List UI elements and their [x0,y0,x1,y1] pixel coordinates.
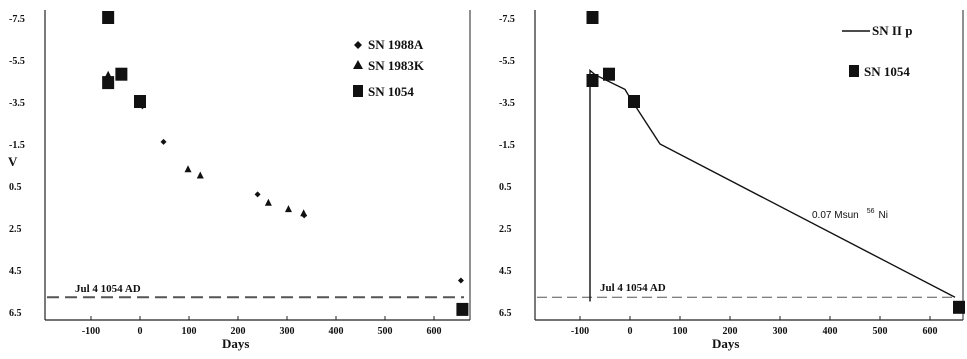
sn1988a-point [160,138,167,145]
sn1054-point [456,302,469,316]
x-tick-label: 600 [923,326,938,337]
legend-diamond-marker [354,41,362,49]
sn1054-point [603,67,615,81]
sn1054-point [134,95,146,108]
y-tick-label: -1.5 [9,140,25,151]
sn1054-point [115,67,128,81]
y-tick-label: -7.5 [499,14,515,25]
legend-square-marker [353,85,363,97]
x-tick-label: 400 [823,326,838,337]
y-tick-label: -5.5 [9,56,25,67]
x-tick-label: 0 [138,326,143,337]
left-panel: V Days -7.5 -5.5 -3.5 -1.5 0.5 2.5 4.5 6.5 -100… [8,10,471,351]
sn1054-point [953,300,965,314]
y-tick-label: 2.5 [499,224,512,235]
x-tick-label: 100 [673,326,688,337]
y-tick-label: -3.5 [9,98,25,109]
y-tick-label: 4.5 [9,266,22,277]
y-tick-label: 4.5 [499,266,512,277]
sn1054-point [586,74,599,87]
sn-iip-model-curve [589,68,956,302]
x-tick-label: 0 [628,326,633,337]
left-y-ticks: -7.5 -5.5 -3.5 -1.5 0.5 2.5 4.5 6.5 [9,14,25,319]
sn1983k-point [300,209,308,217]
y-tick-label: 0.5 [499,182,512,193]
left-x-ticks: -100 0 100 200 300 400 500 600 [82,316,442,337]
right-data-marks [586,11,965,314]
sn1983k-point [104,70,112,78]
left-legend: SN 1988A SN 1983K SN 1054 [353,37,425,99]
sn1983k-point [284,205,292,213]
legend-square-marker-right [849,65,859,77]
y-tick-label: 2.5 [9,224,22,235]
y-tick-label: -5.5 [499,56,515,67]
sn1983k-point [264,198,272,206]
x-tick-label: 500 [378,326,393,337]
right-x-ticks: -100 0 100 200 300 400 500 600 [571,316,938,337]
left-y-label: V [8,154,18,169]
x-tick-label: 400 [329,326,344,337]
x-tick-label: 200 [231,326,246,337]
right-y-ticks: -7.5 -5.5 -3.5 -1.5 0.5 2.5 4.5 6.5 [499,14,515,319]
left-date-annotation: Jul 4 1054 AD [75,283,141,295]
left-x-label: Days [222,336,249,351]
sn1054-point [102,11,115,24]
sn1983k-point [196,171,204,179]
legend-triangle-marker [353,60,363,69]
x-tick-label: 200 [723,326,738,337]
legend-sn-iip: SN II p [872,23,912,38]
x-tick-label: 600 [427,326,442,337]
legend-sn1988a: SN 1988A [368,37,424,52]
x-tick-label: 300 [280,326,295,337]
sn1054-point [102,76,115,90]
sn1983k-point [184,165,192,173]
legend-sn1983k: SN 1983K [368,58,425,73]
legend-sn1054: SN 1054 [368,84,414,99]
x-tick-label: -100 [82,326,100,337]
y-tick-label: 6.5 [9,308,22,319]
sn1054-point [628,95,640,108]
x-tick-label: -100 [571,326,589,337]
line-label: 0.07 Msun 56 Ni [812,200,888,222]
y-tick-label: 6.5 [499,308,512,319]
x-tick-label: 500 [873,326,888,337]
legend-sn1054-right: SN 1054 [864,64,910,79]
sn1988a-point [254,191,261,198]
y-tick-label: -7.5 [9,14,25,25]
right-date-annotation: Jul 4 1054 AD [600,282,666,294]
y-tick-label: -1.5 [499,140,515,151]
sn1988a-point [457,277,464,284]
y-tick-label: -3.5 [499,98,515,109]
right-x-label: Days [712,336,739,351]
x-tick-label: 300 [773,326,788,337]
sn1054-point [586,11,599,24]
right-panel: Days -7.5 -5.5 -3.5 -1.5 0.5 2.5 4.5 6.5 -100 0 1… [499,10,965,351]
x-tick-label: 100 [182,326,197,337]
left-data-marks [102,11,469,316]
y-tick-label: 0.5 [9,182,22,193]
right-legend: SN II p SN 1054 [842,23,912,79]
